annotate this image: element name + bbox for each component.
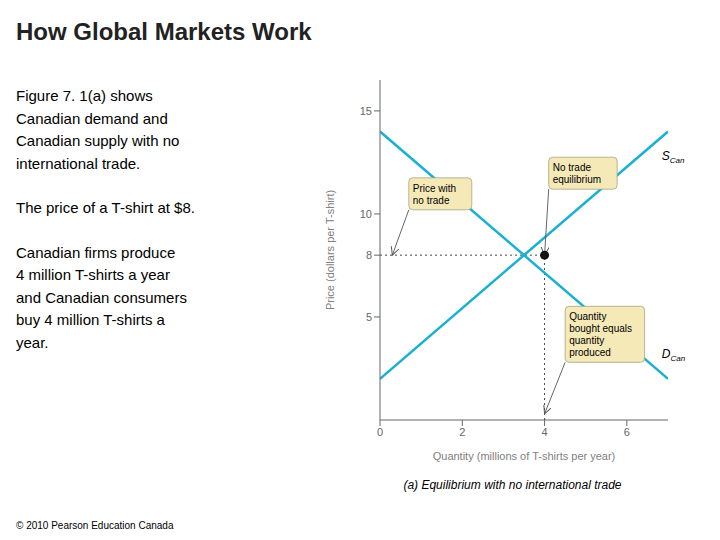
- svg-text:Quantitybought equalsquantityp: Quantitybought equalsquantityproduced: [569, 311, 632, 358]
- svg-text:6: 6: [624, 426, 630, 438]
- html-text:© 2010 Pearson Education Canad: © 2010 Pearson Education Canada: [16, 520, 174, 531]
- svg-text:DCan: DCan: [662, 347, 686, 363]
- svg-text:10: 10: [360, 208, 372, 220]
- html-text:Figure 7. 1(a) shows Canadian: Figure 7. 1(a) shows Canadian demand and…: [16, 87, 180, 172]
- svg-text:5: 5: [366, 311, 372, 323]
- svg-text:8: 8: [366, 249, 372, 261]
- svg-text:4: 4: [542, 426, 548, 438]
- html-text:(a) Equilibrium with no intern: (a) Equilibrium with no international tr…: [403, 478, 622, 492]
- svg-text:Quantity (millions of T-shirts: Quantity (millions of T-shirts per year): [433, 450, 616, 462]
- svg-text:2: 2: [459, 426, 465, 438]
- html-text:How Global Markets Work: How Global Markets Work: [16, 18, 312, 45]
- html-text:Canadian firms produce 4 milli: Canadian firms produce 4 million T-shirt…: [16, 243, 187, 351]
- svg-text:No tradeequilibrium: No tradeequilibrium: [553, 162, 601, 185]
- svg-text:15: 15: [360, 105, 372, 117]
- svg-text:Price (dollars per T-shirt): Price (dollars per T-shirt): [324, 190, 336, 310]
- svg-text:SCan: SCan: [662, 149, 685, 165]
- html-text:The price of a T-shirt at $8.: The price of a T-shirt at $8.: [16, 199, 195, 216]
- svg-text:Price withno trade: Price withno trade: [413, 183, 456, 206]
- svg-text:0: 0: [377, 426, 383, 438]
